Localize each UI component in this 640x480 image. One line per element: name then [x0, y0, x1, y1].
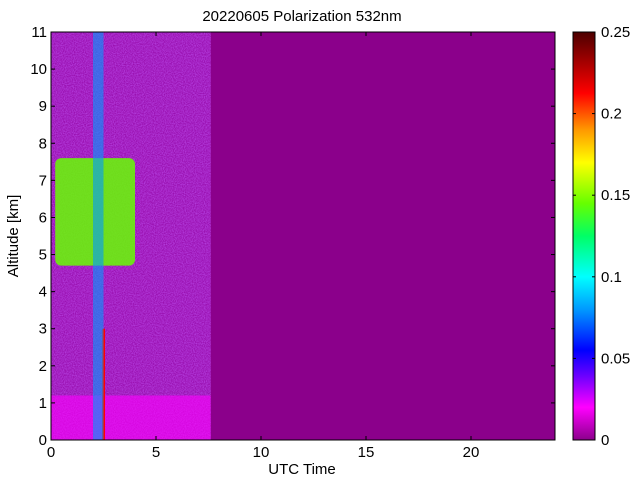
y-tick-label: 6	[39, 209, 47, 226]
x-axis-label: UTC Time	[268, 461, 336, 478]
colorbar-ticks: 0 0.05 0.1 0.15 0.2 0.25	[573, 24, 630, 449]
colorbar-gradient	[572, 31, 596, 441]
x-tick-label: 0	[47, 444, 55, 461]
y-tick-label: 8	[39, 135, 47, 152]
y-tick-label: 2	[39, 358, 47, 375]
y-tick-label: 1	[39, 395, 47, 412]
x-tick-label: 15	[358, 444, 375, 461]
y-axis: 0 1 2 3 4 5 6 7 8 9 10 11	[30, 24, 555, 449]
y-tick-label: 7	[39, 172, 47, 189]
y-tick-label: 11	[31, 24, 47, 41]
x-tick-label: 10	[253, 444, 270, 461]
y-tick-label: 0	[39, 432, 47, 449]
colorbar-tick-label: 0.15	[601, 187, 630, 204]
chart-title: 20220605 Polarization 532nm	[202, 8, 401, 25]
colorbar-tick-label: 0.25	[601, 24, 630, 41]
colorbar-tick-label: 0	[601, 432, 609, 449]
heatmap-plot-area	[50, 31, 556, 441]
heatmap-features	[51, 32, 211, 440]
y-axis-label: Altitude [km]	[5, 195, 22, 278]
y-tick-label: 10	[30, 61, 47, 78]
y-tick-label: 4	[39, 284, 47, 301]
colorbar: 0 0.05 0.1 0.15 0.2 0.25	[572, 24, 630, 449]
colorbar-tick-label: 0.2	[601, 106, 622, 123]
y-tick-label: 5	[39, 247, 47, 264]
heatmap-feature-surface-layer	[51, 395, 211, 440]
y-tick-label: 3	[39, 321, 47, 338]
heatmap-feature-noise-band	[93, 32, 104, 440]
y-tick-label: 9	[39, 98, 47, 115]
x-tick-label: 5	[152, 444, 160, 461]
plot-frame	[50, 31, 556, 441]
colorbar-tick-label: 0.1	[601, 269, 622, 286]
colorbar-tick-label: 0.05	[601, 350, 630, 367]
x-axis: 0 5 10 15 20	[47, 32, 480, 461]
x-tick-label: 20	[463, 444, 480, 461]
